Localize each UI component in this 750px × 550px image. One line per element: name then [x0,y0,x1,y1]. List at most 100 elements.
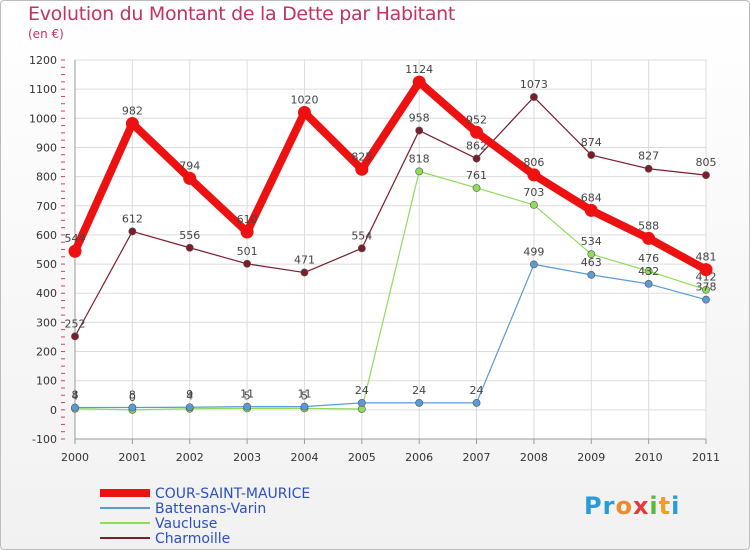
data-label: 544 [65,232,86,245]
chart-subtitle: (en €) [28,27,64,41]
logo-letter: o [615,492,633,520]
x-tick-label: 2011 [692,451,720,464]
proxiti-logo: Proxiti [584,492,680,520]
data-label: 806 [523,156,544,169]
data-point [702,285,710,294]
data-label: 432 [638,265,659,278]
data-point [68,244,82,258]
data-point [702,295,710,304]
series-line [74,96,707,337]
data-point [185,243,194,252]
data-point [644,280,653,288]
data-point [587,270,596,279]
logo-letter: i [671,492,681,520]
data-point [530,200,538,209]
data-point [472,154,481,163]
data-label: 794 [179,159,200,172]
data-point [415,398,424,407]
data-label: 554 [351,229,372,242]
x-tick-label: 2001 [118,451,146,464]
data-label: 958 [409,112,430,125]
logo-letter: t [658,492,672,520]
data-label: 982 [122,105,143,118]
data-label: 501 [237,245,258,258]
data-label: 556 [179,229,200,242]
y-tick-label: 600 [36,229,57,242]
data-label: 761 [466,169,487,182]
data-point [300,268,309,277]
data-point [243,259,251,268]
logo-letter: r [602,492,616,520]
data-point [355,162,369,176]
data-label: 4 [72,390,79,403]
data-label: 1020 [290,93,318,106]
data-point [415,126,424,135]
data-label: 862 [466,140,487,153]
y-tick-label: 700 [36,200,57,213]
y-tick-label: 1000 [29,112,57,125]
data-label: 1124 [405,63,433,76]
data-point [300,402,309,411]
data-point [530,260,538,269]
data-point [357,398,366,407]
data-point [243,402,251,411]
data-point [587,250,596,259]
data-label: 11 [297,388,311,401]
legend-label: Vaucluse [155,516,217,532]
data-label: 24 [355,384,369,397]
data-label: 684 [581,191,602,204]
legend-label: Charmoille [155,531,230,547]
data-label: 499 [523,245,544,258]
x-tick-label: 2003 [233,451,261,464]
series-line [71,78,708,274]
data-label: 588 [638,219,659,232]
y-tick-label: 1100 [29,83,57,96]
legend-label: Battenans-Varin [155,501,266,517]
x-tick-label: 2010 [635,451,663,464]
x-tick-label: 2005 [348,451,376,464]
chart-title: Evolution du Montant de la Dette par Hab… [28,3,456,25]
data-point [587,151,596,159]
x-tick-label: 2000 [61,451,89,464]
data-point [644,164,653,173]
data-label: 481 [696,251,717,264]
y-tick-label: 1200 [29,54,57,67]
y-tick-label: -100 [32,433,57,446]
y-tick-label: 100 [36,375,57,388]
x-tick-label: 2009 [577,451,605,464]
data-point [472,398,481,407]
x-tick-label: 2006 [405,451,433,464]
series-line [74,170,707,411]
data-point [71,403,79,412]
data-label: 24 [412,384,426,397]
data-point [415,167,424,176]
data-label: 252 [65,317,86,330]
x-tick-label: 2008 [520,451,548,464]
data-point [699,263,713,277]
data-point [472,184,481,192]
data-label: 5 [244,389,251,402]
data-label: 412 [696,271,717,284]
data-label: 952 [466,113,487,126]
data-label: 9 [186,388,193,401]
y-tick-label: 400 [36,287,57,300]
data-point [183,171,197,185]
series-line [75,263,707,409]
data-label: 612 [122,212,143,225]
data-point [470,125,484,139]
data-label: 703 [523,186,544,199]
data-point [297,105,311,119]
data-point [185,403,194,412]
data-label: 8 [129,389,136,402]
logo-letter: P [584,492,603,520]
data-label: 825 [351,150,372,163]
y-tick-label: 0 [50,404,57,417]
data-point [71,332,79,341]
data-label: 476 [638,252,659,265]
y-tick-label: 800 [36,171,57,184]
data-point [527,168,541,182]
data-label: 463 [581,256,602,269]
data-label: 1073 [520,78,548,91]
data-label: 4 [186,390,193,403]
